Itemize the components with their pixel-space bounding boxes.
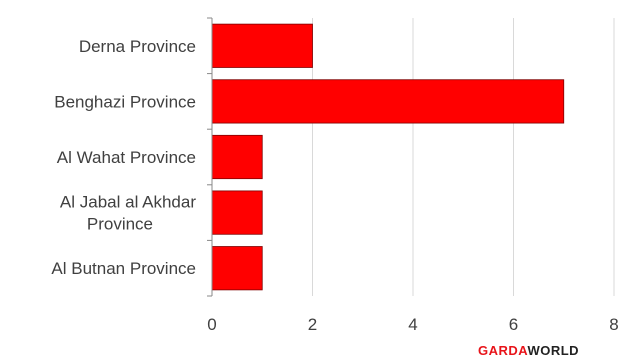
category-label-1-line-0: Benghazi Province [54,92,196,111]
category-label-0-line-0: Derna Province [79,37,196,56]
category-labels: Derna Province Benghazi Province Al Wahat … [51,37,196,278]
bars [211,23,565,291]
x-tick-labels: 0 2 4 6 8 [207,315,618,334]
gardaworld-logo: GARDAWORLD [478,342,579,358]
category-label-3: Al Jabal al Akhdar Province [60,193,196,234]
category-label-4: Al Butnan Province [51,259,196,278]
bar-0 [211,23,313,68]
gridlines [312,18,615,296]
bar-2 [211,134,263,180]
x-tick-label-4: 8 [609,315,618,334]
category-label-2-line-0: Al Wahat Province [57,148,196,167]
x-tick-label-1: 2 [308,315,317,334]
bar-1 [211,79,565,124]
x-tick-label-3: 6 [509,315,518,334]
x-tick-label-0: 0 [207,315,216,334]
category-label-4-line-0: Al Butnan Province [51,259,196,278]
category-label-0: Derna Province [79,37,196,56]
y-axis [207,17,213,297]
bar-4 [211,246,263,291]
logo-part1: GARDA [478,343,528,358]
category-label-2: Al Wahat Province [57,148,196,167]
bar-3 [211,190,263,235]
category-label-3-line-0: Al Jabal al Akhdar [60,193,196,212]
category-label-1: Benghazi Province [54,92,196,111]
logo-part2: WORLD [527,343,580,358]
category-label-3-line-1: Province [87,215,153,234]
x-tick-label-2: 4 [408,315,417,334]
